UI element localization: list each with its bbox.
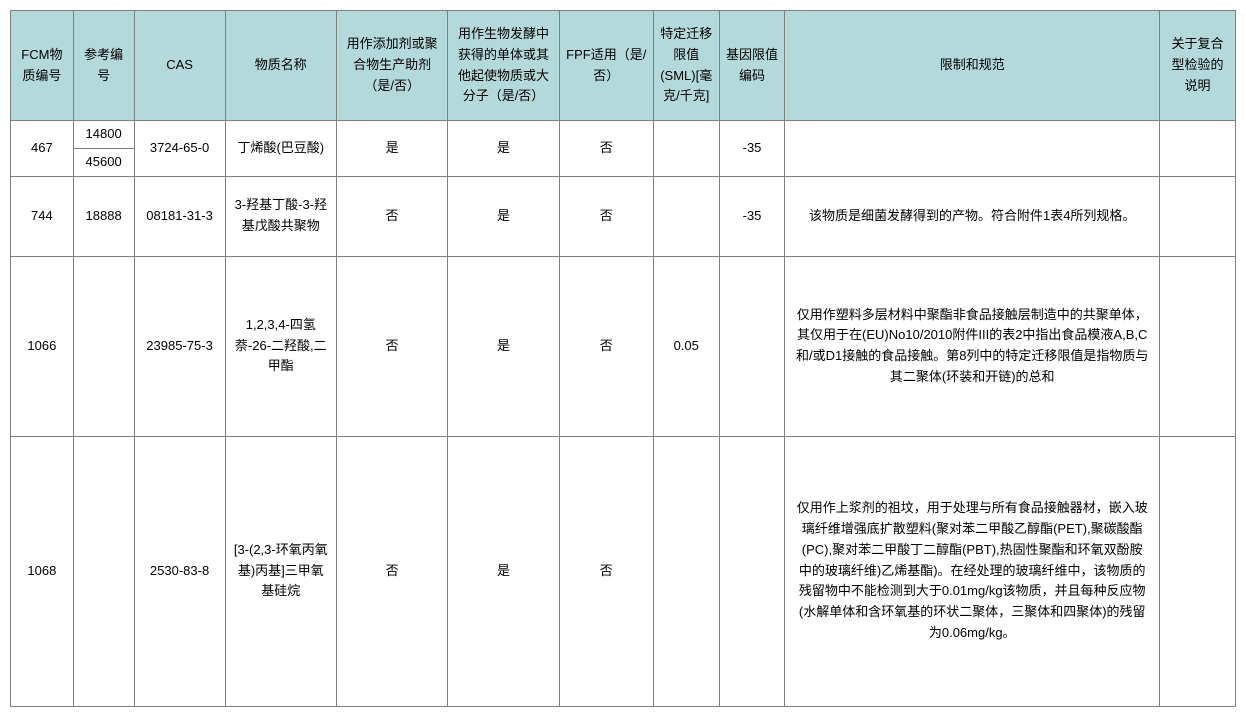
cell-fpf: 否 (559, 121, 653, 177)
cell-restr: 仅用作塑料多层材料中聚酯非食品接触层制造中的共聚单体，其仅用于在(EU)No10… (785, 256, 1160, 436)
header-additive: 用作添加剂或聚合物生产助剂（是/否） (336, 11, 447, 121)
table-header: FCM物质编号 参考编号 CAS 物质名称 用作添加剂或聚合物生产助剂（是/否）… (11, 11, 1236, 121)
cell-fcm: 744 (11, 176, 74, 256)
cell-ref-a: 14800 (74, 121, 134, 149)
cell-cas: 23985-75-3 (134, 256, 225, 436)
cell-fcm: 1068 (11, 436, 74, 706)
cell-bio: 是 (448, 436, 559, 706)
cell-bio: 是 (448, 121, 559, 177)
header-restr: 限制和规范 (785, 11, 1160, 121)
cell-bio: 是 (448, 256, 559, 436)
cell-comp (1160, 256, 1236, 436)
cell-ref (73, 436, 134, 706)
cell-sml: 0.05 (653, 256, 719, 436)
cell-additive: 否 (336, 256, 447, 436)
cell-fpf: 否 (559, 176, 653, 256)
header-cas: CAS (134, 11, 225, 121)
header-bio: 用作生物发酵中获得的单体或其他起使物质或大分子（是/否） (448, 11, 559, 121)
cell-fpf: 否 (559, 436, 653, 706)
header-comp: 关于复合型检验的说明 (1160, 11, 1236, 121)
header-name: 物质名称 (225, 11, 336, 121)
cell-cas: 2530-83-8 (134, 436, 225, 706)
cell-ref: 14800 45600 (73, 121, 134, 177)
header-fpf: FPF适用（是/否） (559, 11, 653, 121)
cell-sml (653, 121, 719, 177)
cell-ref: 18888 (73, 176, 134, 256)
cell-sml (653, 436, 719, 706)
cell-gene (719, 436, 785, 706)
cell-ref (73, 256, 134, 436)
cell-name: 丁烯酸(巴豆酸) (225, 121, 336, 177)
header-gene: 基因限值编码 (719, 11, 785, 121)
table-row: 467 14800 45600 3724-65-0 丁烯酸(巴豆酸) 是 是 否… (11, 121, 1236, 177)
cell-restr (785, 121, 1160, 177)
header-sml: 特定迁移限值(SML)[毫克/千克] (653, 11, 719, 121)
substance-table: FCM物质编号 参考编号 CAS 物质名称 用作添加剂或聚合物生产助剂（是/否）… (10, 10, 1236, 707)
cell-fcm: 1066 (11, 256, 74, 436)
cell-bio: 是 (448, 176, 559, 256)
table-row: 744 18888 08181-31-3 3-羟基丁酸-3-羟基戊酸共聚物 否 … (11, 176, 1236, 256)
cell-gene (719, 256, 785, 436)
cell-comp (1160, 176, 1236, 256)
table-row: 1068 2530-83-8 [3-(2,3-环氧丙氧基)丙基]三甲氧基硅烷 否… (11, 436, 1236, 706)
cell-comp (1160, 436, 1236, 706)
cell-gene: -35 (719, 176, 785, 256)
header-ref: 参考编号 (73, 11, 134, 121)
table-row: 1066 23985-75-3 1,2,3,4-四氢萘-26-二羟酸,二甲酯 否… (11, 256, 1236, 436)
cell-fcm: 467 (11, 121, 74, 177)
cell-restr: 该物质是细菌发酵得到的产物。符合附件1表4所列规格。 (785, 176, 1160, 256)
cell-fpf: 否 (559, 256, 653, 436)
table-body: 467 14800 45600 3724-65-0 丁烯酸(巴豆酸) 是 是 否… (11, 121, 1236, 707)
cell-name: [3-(2,3-环氧丙氧基)丙基]三甲氧基硅烷 (225, 436, 336, 706)
cell-cas: 3724-65-0 (134, 121, 225, 177)
cell-cas: 08181-31-3 (134, 176, 225, 256)
cell-gene: -35 (719, 121, 785, 177)
cell-additive: 否 (336, 436, 447, 706)
cell-comp (1160, 121, 1236, 177)
cell-restr: 仅用作上浆剂的祖坟，用于处理与所有食品接触器材，嵌入玻璃纤维增强底扩散塑料(聚对… (785, 436, 1160, 706)
cell-additive: 否 (336, 176, 447, 256)
cell-name: 1,2,3,4-四氢萘-26-二羟酸,二甲酯 (225, 256, 336, 436)
cell-name: 3-羟基丁酸-3-羟基戊酸共聚物 (225, 176, 336, 256)
cell-additive: 是 (336, 121, 447, 177)
cell-sml (653, 176, 719, 256)
header-fcm: FCM物质编号 (11, 11, 74, 121)
cell-ref-b: 45600 (74, 149, 134, 176)
